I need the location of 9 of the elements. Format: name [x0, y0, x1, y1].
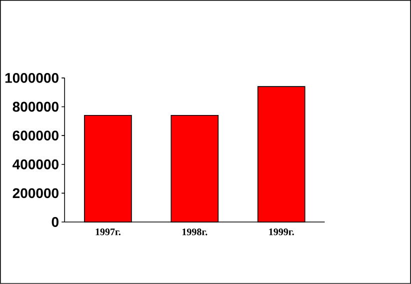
y-tick-label: 0 [52, 217, 58, 227]
y-tick-label: 200000 [12, 188, 58, 198]
x-tick-label: 1997г. [96, 228, 120, 236]
x-tick-label: 1998г. [182, 228, 208, 236]
y-tick-label: 800000 [12, 102, 58, 112]
y-tick-label: 1000000 [5, 72, 58, 83]
y-tick-label: 400000 [12, 159, 58, 170]
x-tick-label: 1999г. [269, 228, 294, 236]
y-tick-label: 600000 [12, 130, 58, 141]
